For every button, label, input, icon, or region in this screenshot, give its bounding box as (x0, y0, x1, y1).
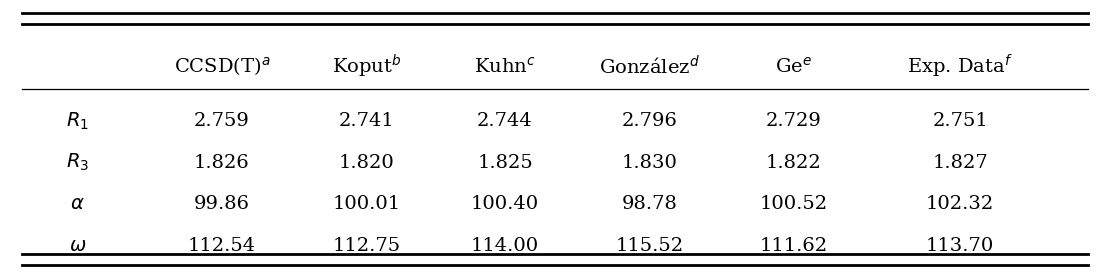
Text: $R_3$: $R_3$ (67, 152, 89, 173)
Text: $\alpha$: $\alpha$ (70, 195, 85, 213)
Text: $R_1$: $R_1$ (67, 110, 89, 131)
Text: 2.741: 2.741 (339, 112, 394, 130)
Text: 100.01: 100.01 (332, 195, 401, 213)
Text: 1.827: 1.827 (932, 154, 988, 172)
Text: 111.62: 111.62 (759, 237, 828, 255)
Text: 2.751: 2.751 (932, 112, 988, 130)
Text: 115.52: 115.52 (615, 237, 684, 255)
Text: 114.00: 114.00 (471, 237, 539, 255)
Text: Ge$^e$: Ge$^e$ (775, 57, 813, 77)
Text: Exp. Data$^f$: Exp. Data$^f$ (907, 53, 1013, 80)
Text: 100.52: 100.52 (759, 195, 828, 213)
Text: Koput$^b$: Koput$^b$ (332, 53, 401, 80)
Text: 1.820: 1.820 (339, 154, 394, 172)
Text: Kuhn$^c$: Kuhn$^c$ (474, 57, 536, 77)
Text: 2.759: 2.759 (194, 112, 250, 130)
Text: 102.32: 102.32 (926, 195, 995, 213)
Text: 113.70: 113.70 (926, 237, 995, 255)
Text: 2.729: 2.729 (766, 112, 821, 130)
Text: 112.54: 112.54 (188, 237, 256, 255)
Text: CCSD(T)$^a$: CCSD(T)$^a$ (173, 55, 271, 78)
Text: 2.796: 2.796 (622, 112, 677, 130)
Text: 112.75: 112.75 (332, 237, 401, 255)
Text: $\omega$: $\omega$ (69, 237, 87, 255)
Text: 98.78: 98.78 (622, 195, 677, 213)
Text: 1.826: 1.826 (194, 154, 250, 172)
Text: González$^d$: González$^d$ (599, 55, 699, 78)
Text: 100.40: 100.40 (471, 195, 539, 213)
Text: 1.830: 1.830 (622, 154, 677, 172)
Text: 99.86: 99.86 (194, 195, 250, 213)
Text: 1.825: 1.825 (477, 154, 533, 172)
Text: 2.744: 2.744 (477, 112, 533, 130)
Text: 1.822: 1.822 (766, 154, 821, 172)
